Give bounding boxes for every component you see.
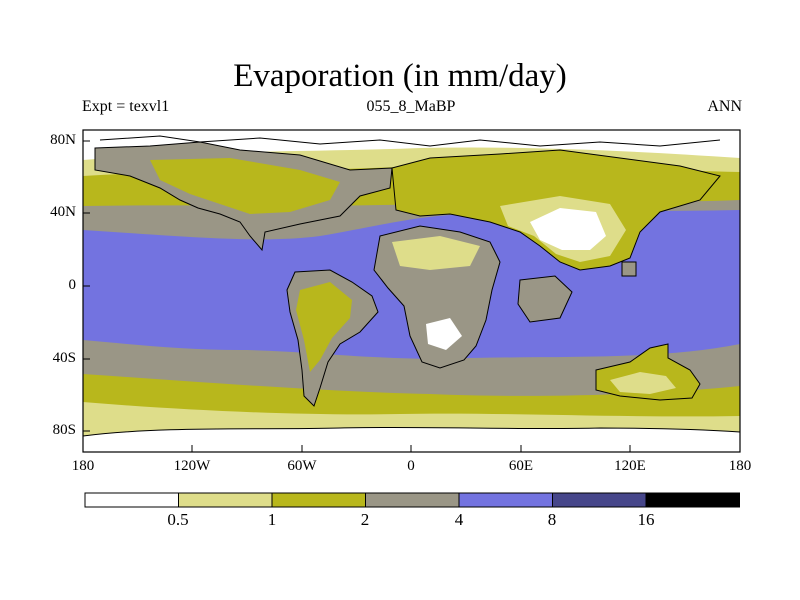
colorbar-swatch	[365, 492, 460, 508]
continent-shape	[621, 261, 637, 277]
lon-tick-label: 180	[71, 458, 95, 474]
colorbar-level-label: 2	[360, 510, 370, 529]
continent-shape	[426, 318, 462, 350]
continent-shape	[83, 426, 740, 452]
colorbar-level-label: 1	[267, 510, 277, 529]
colorbar-swatch	[458, 492, 553, 508]
colorbar-level-label: 8	[547, 510, 557, 529]
colorbar-swatch	[178, 492, 273, 508]
continent-shape	[530, 208, 606, 250]
continent-shape	[150, 158, 340, 214]
coastline	[99, 135, 721, 147]
continent-shape	[392, 236, 480, 270]
colorbar-swatch	[552, 492, 647, 508]
lat-tick-label: 40S	[52, 350, 76, 366]
colorbar-swatch	[271, 492, 366, 508]
lon-tick-label: 120W	[173, 458, 211, 474]
lon-tick-label: 60W	[287, 458, 317, 474]
lat-tick-label: 0	[68, 277, 77, 293]
lon-tick-label: 60E	[508, 458, 534, 474]
colorbar	[84, 492, 740, 508]
continent-shape	[610, 372, 676, 394]
lon-tick-label: 180	[728, 458, 752, 474]
colorbar-level-label: 16	[637, 510, 655, 529]
lat-tick-label: 80N	[50, 132, 76, 148]
lon-tick-label: 0	[407, 458, 415, 474]
colorbar-level-label: 0.5	[167, 510, 189, 529]
continent-shape	[296, 282, 352, 372]
lon-tick-label: 120E	[614, 458, 646, 474]
plot-area	[83, 130, 740, 452]
experiment-label: Expt = texvl1	[82, 98, 170, 115]
lat-tick-label: 40N	[50, 204, 76, 220]
colorbar-level-label: 4	[454, 510, 464, 529]
season-label: ANN	[707, 98, 742, 115]
continent-shape	[517, 275, 573, 323]
lat-tick-label: 80S	[52, 422, 76, 438]
colorbar-swatch	[84, 492, 179, 508]
colorbar-swatch	[645, 492, 740, 508]
period-label: 055_8_MaBP	[366, 98, 456, 115]
map-title: Evaporation (in mm/day)	[233, 58, 567, 94]
axis-ticks	[82, 140, 741, 452]
